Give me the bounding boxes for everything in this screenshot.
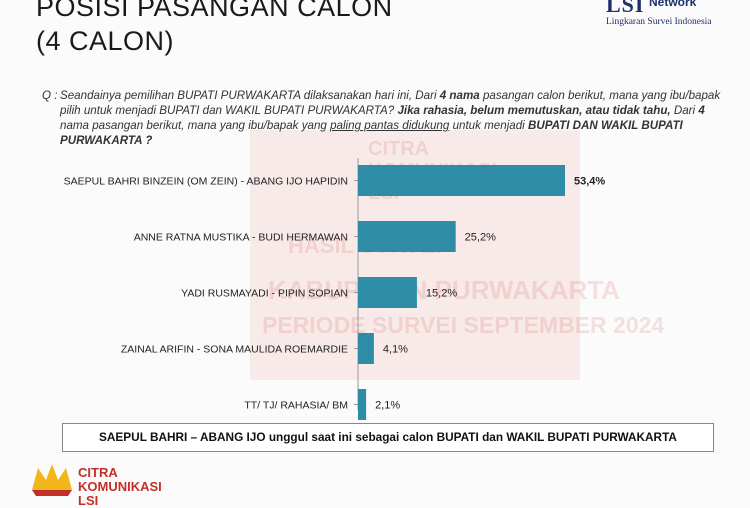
question-part10: untuk menjadi [449,119,528,132]
page-title-line1: POSISI PASANGAN CALON [36,0,393,22]
question-part8: nama pasangan berikut, mana yang ibu/bap… [60,119,331,132]
bar-3 [358,277,417,308]
category-label-1: SAEPUL BAHRI BINZEIN (OM ZEIN) - ABANG I… [64,176,348,188]
watermark-line5: KABUPATEN PURWAKARTA [268,275,620,305]
bar-1 [358,165,565,196]
category-label-5: TT/ TJ/ RAHASIA/ BM [244,400,348,412]
data-label-5: 2,1% [375,400,400,412]
lsi-logo-subtitle: Lingkaran Survei Indonesia [606,17,712,27]
category-label-2: ANNE RATNA MUSTIKA - BUDI HERMAWAN [134,232,348,244]
data-label-3: 15,2% [426,288,457,300]
question-part11: BUPATI DAN WAKIL BUPATI PURWAKARTA ? [60,119,683,147]
question-part4: pasangan calon berikut, mana yang ibu/ba… [60,89,721,117]
data-label-2: 25,2% [465,232,496,244]
page-title: POSISI PASANGAN CALON (4 CALON) [36,0,393,58]
data-label-4: 4,1% [383,344,408,356]
question-part3: 4 nama [439,89,480,102]
lsi-network-logo: LSI Network Lingkaran Survei Indonesia [606,0,736,36]
data-label-1: 53,4% [574,176,605,188]
question-text: Seandainya pemilihan BUPATI PURWAKARTA d… [60,88,722,148]
question-part2: Dari [412,89,440,102]
page-title-line2: (4 CALON) [36,26,175,56]
category-label-4: ZAINAL ARIFIN - SONA MAULIDA ROEMARDIE [121,344,348,356]
question-part1: Seandainya pemilihan BUPATI PURWAKARTA d… [60,89,413,102]
category-label-3: YADI RUSMAYADI - PIPIN SOPIAN [181,288,348,300]
watermark-line1: CITRA [368,138,430,160]
question-part5: Jika rahasia, belum memutuskan, atau tid… [397,104,671,117]
question-part7: 4 [698,104,705,117]
question-part6: Dari [670,104,699,117]
bar-4 [358,333,374,364]
summary-banner: SAEPUL BAHRI – ABANG IJO unggul saat ini… [62,423,714,452]
footer-logo-line2: KOMUNIKASI [78,479,162,494]
watermark-line6: PERIODE SURVEI SEPTEMBER 2024 [262,312,665,338]
lsi-logo-brand: LSI [606,0,645,17]
survey-question: Q : Seandainya pemilihan BUPATI PURWAKAR… [42,88,722,148]
footer-logo-line1: CITRA [78,465,118,480]
crown-icon [32,464,72,496]
question-label: Q : [42,89,58,102]
footer-logo-line3: LSI [78,493,99,508]
question-part9: paling pantas didukung [330,119,450,132]
lsi-logo-network: Network [649,0,697,9]
citra-komunikasi-logo: CITRA KOMUNIKASI LSI [30,458,210,508]
bar-5 [358,389,367,420]
bar-2 [358,221,456,252]
